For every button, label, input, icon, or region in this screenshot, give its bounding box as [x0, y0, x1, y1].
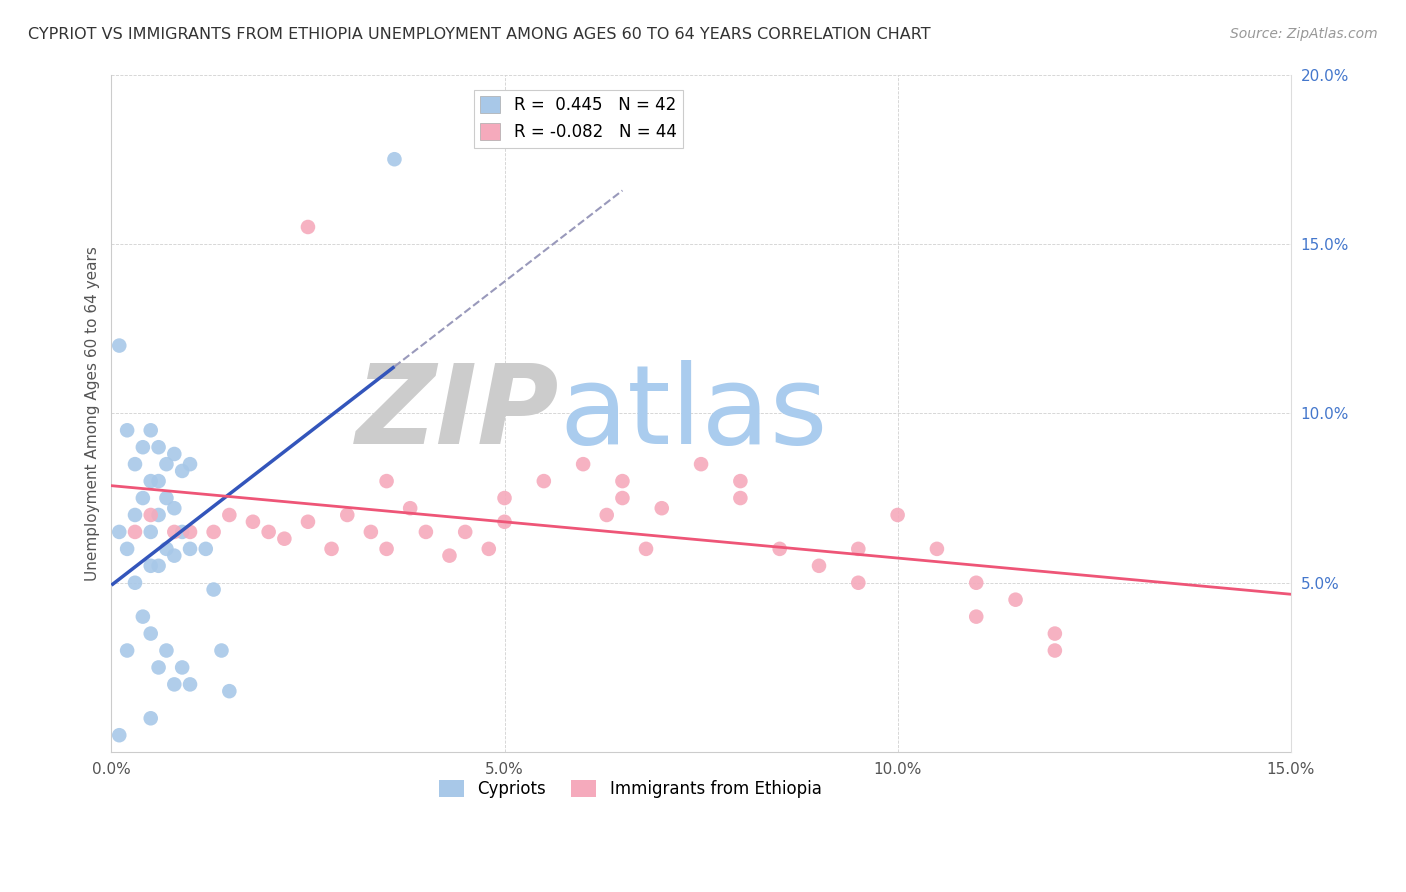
Point [273, 532, 295, 546]
Point [257, 524, 280, 539]
Point [730, 491, 752, 505]
Point [846, 575, 869, 590]
Point [202, 582, 225, 597]
Point [148, 474, 170, 488]
Point [163, 524, 186, 539]
Point [163, 447, 186, 461]
Point [454, 524, 477, 539]
Text: Source: ZipAtlas.com: Source: ZipAtlas.com [1230, 27, 1378, 41]
Point [478, 541, 501, 556]
Point [139, 508, 162, 522]
Point [148, 508, 170, 522]
Point [1004, 592, 1026, 607]
Point [965, 609, 987, 624]
Point [179, 457, 201, 471]
Text: ZIP: ZIP [356, 359, 560, 467]
Point [115, 423, 138, 437]
Point [596, 508, 619, 522]
Point [155, 457, 177, 471]
Point [730, 474, 752, 488]
Point [612, 491, 634, 505]
Point [108, 524, 131, 539]
Point [179, 541, 201, 556]
Point [634, 541, 657, 556]
Point [321, 541, 343, 556]
Point [533, 474, 555, 488]
Point [155, 491, 177, 505]
Point [172, 660, 194, 674]
Point [612, 474, 634, 488]
Point [155, 643, 177, 657]
Point [124, 457, 146, 471]
Point [769, 541, 792, 556]
Point [148, 440, 170, 454]
Point [415, 524, 437, 539]
Point [242, 515, 264, 529]
Point [172, 464, 194, 478]
Point [124, 508, 146, 522]
Point [148, 660, 170, 674]
Point [218, 508, 240, 522]
Point [179, 677, 201, 691]
Point [384, 153, 406, 167]
Point [211, 643, 233, 657]
Point [132, 609, 155, 624]
Point [572, 457, 595, 471]
Point [399, 501, 422, 516]
Point [925, 541, 948, 556]
Point [163, 549, 186, 563]
Point [375, 541, 398, 556]
Point [108, 338, 131, 352]
Point [172, 524, 194, 539]
Point [297, 219, 319, 234]
Point [965, 575, 987, 590]
Text: atlas: atlas [560, 359, 828, 467]
Point [360, 524, 382, 539]
Point [132, 440, 155, 454]
Point [846, 541, 869, 556]
Point [690, 457, 713, 471]
Point [163, 677, 186, 691]
Point [155, 541, 177, 556]
Point [124, 524, 146, 539]
Point [139, 423, 162, 437]
Point [808, 558, 831, 573]
Point [494, 491, 516, 505]
Point [375, 474, 398, 488]
Point [297, 515, 319, 529]
Point [139, 558, 162, 573]
Point [439, 549, 461, 563]
Point [148, 558, 170, 573]
Point [108, 728, 131, 742]
Point [139, 524, 162, 539]
Point [132, 491, 155, 505]
Point [194, 541, 217, 556]
Point [886, 508, 908, 522]
Point [115, 643, 138, 657]
Point [651, 501, 673, 516]
Point [163, 501, 186, 516]
Point [139, 626, 162, 640]
Point [179, 524, 201, 539]
Point [139, 711, 162, 725]
Point [494, 515, 516, 529]
Point [139, 474, 162, 488]
Point [202, 524, 225, 539]
Point [124, 575, 146, 590]
Point [115, 541, 138, 556]
Point [1043, 626, 1066, 640]
Legend: Cypriots, Immigrants from Ethiopia: Cypriots, Immigrants from Ethiopia [433, 773, 828, 805]
Point [336, 508, 359, 522]
Point [1043, 643, 1066, 657]
Y-axis label: Unemployment Among Ages 60 to 64 years: Unemployment Among Ages 60 to 64 years [86, 246, 100, 581]
Point [218, 684, 240, 698]
Text: CYPRIOT VS IMMIGRANTS FROM ETHIOPIA UNEMPLOYMENT AMONG AGES 60 TO 64 YEARS CORRE: CYPRIOT VS IMMIGRANTS FROM ETHIOPIA UNEM… [28, 27, 931, 42]
